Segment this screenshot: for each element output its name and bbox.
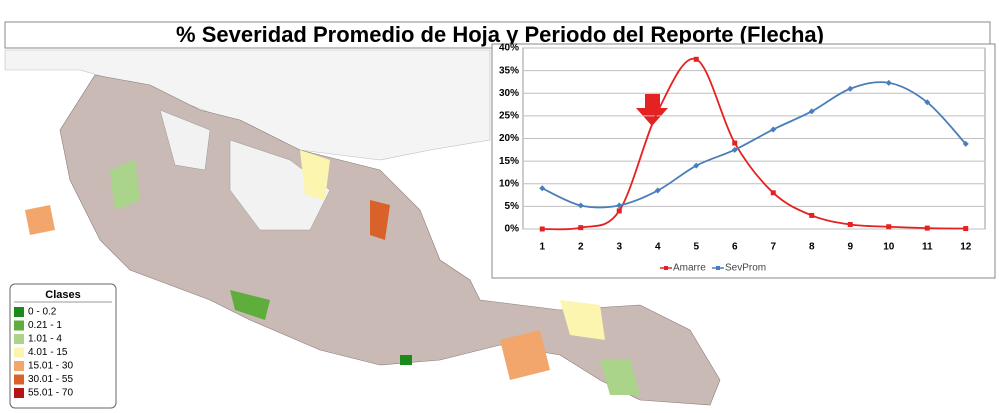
marker bbox=[578, 225, 584, 231]
map-blank bbox=[229, 139, 331, 231]
legend-swatch bbox=[14, 388, 24, 398]
marker bbox=[732, 140, 738, 146]
map-patch bbox=[230, 290, 270, 320]
marker bbox=[654, 187, 661, 194]
x-tick-label: 8 bbox=[809, 242, 815, 253]
legend-swatch bbox=[14, 361, 24, 371]
x-tick-label: 6 bbox=[732, 242, 738, 253]
legend-label: 0 - 0.2 bbox=[28, 307, 57, 318]
y-tick-label: 0% bbox=[505, 224, 520, 235]
marker bbox=[809, 212, 815, 218]
x-tick-label: 4 bbox=[655, 242, 661, 253]
x-tick-label: 2 bbox=[578, 242, 584, 253]
map-legend bbox=[9, 283, 117, 409]
legend-label: 30.01 - 55 bbox=[28, 374, 73, 385]
marker bbox=[885, 79, 892, 86]
map-states bbox=[59, 74, 721, 406]
x-tick-label: 7 bbox=[770, 242, 776, 253]
y-tick-label: 20% bbox=[499, 133, 519, 144]
legend-label: 4.01 - 15 bbox=[28, 347, 68, 358]
map-blank bbox=[159, 109, 211, 171]
map-patch bbox=[500, 330, 550, 380]
legend-label: 1.01 - 4 bbox=[28, 334, 62, 345]
y-tick-label: 30% bbox=[499, 88, 519, 99]
marker bbox=[539, 226, 545, 232]
map-patch bbox=[25, 205, 55, 235]
legend-label: Amarre bbox=[673, 263, 706, 274]
y-tick-label: 10% bbox=[499, 178, 519, 189]
legend-swatch bbox=[14, 320, 24, 331]
legend-label: 0.21 - 1 bbox=[28, 320, 62, 331]
map bbox=[4, 49, 721, 406]
x-tick-label: 5 bbox=[693, 242, 699, 253]
marker bbox=[847, 221, 853, 227]
map-patch bbox=[600, 360, 640, 395]
marker bbox=[847, 85, 854, 92]
y-tick-label: 35% bbox=[499, 65, 519, 76]
marker bbox=[770, 190, 776, 196]
x-tick-label: 12 bbox=[960, 242, 972, 253]
marker bbox=[963, 226, 969, 232]
map-patch bbox=[370, 200, 390, 240]
series-line bbox=[541, 81, 967, 209]
legend-swatch bbox=[14, 347, 24, 358]
legend-swatch bbox=[14, 374, 24, 385]
x-tick-label: 1 bbox=[539, 242, 545, 253]
marker bbox=[539, 185, 546, 192]
marker bbox=[616, 208, 622, 214]
legend-title: Clases bbox=[45, 289, 80, 301]
x-tick-label: 3 bbox=[616, 242, 622, 253]
legend-label: SevProm bbox=[725, 263, 766, 274]
map-patch bbox=[560, 300, 605, 340]
map-patch bbox=[110, 160, 140, 210]
marker bbox=[770, 126, 777, 133]
legend-label: 55.01 - 70 bbox=[28, 388, 73, 399]
legend-marker bbox=[716, 266, 720, 270]
map-patch bbox=[400, 355, 412, 365]
marker bbox=[962, 140, 969, 147]
y-tick-label: 25% bbox=[499, 111, 519, 122]
marker bbox=[924, 99, 931, 106]
marker bbox=[616, 202, 623, 209]
x-tick-label: 10 bbox=[883, 242, 895, 253]
marker bbox=[731, 146, 738, 153]
legend-label: 15.01 - 30 bbox=[28, 361, 73, 372]
x-tick-label: 11 bbox=[922, 242, 933, 253]
title: % Severidad Promedio de Hoja y Periodo d… bbox=[176, 22, 824, 47]
marker bbox=[886, 224, 892, 230]
arrow bbox=[636, 94, 668, 126]
marker bbox=[693, 56, 699, 62]
marker bbox=[577, 202, 584, 209]
y-tick-label: 5% bbox=[505, 201, 520, 212]
x-tick-label: 9 bbox=[847, 242, 853, 253]
legend-swatch bbox=[14, 334, 24, 344]
marker bbox=[924, 225, 930, 231]
marker bbox=[693, 162, 700, 169]
legend-box bbox=[9, 283, 117, 409]
legend-marker bbox=[664, 266, 668, 270]
legend-swatch bbox=[14, 307, 24, 317]
y-tick-label: 15% bbox=[499, 156, 519, 167]
map-patch bbox=[300, 150, 330, 200]
y-tick-label: 40% bbox=[499, 43, 519, 54]
marker bbox=[655, 108, 661, 114]
marker bbox=[808, 108, 815, 115]
